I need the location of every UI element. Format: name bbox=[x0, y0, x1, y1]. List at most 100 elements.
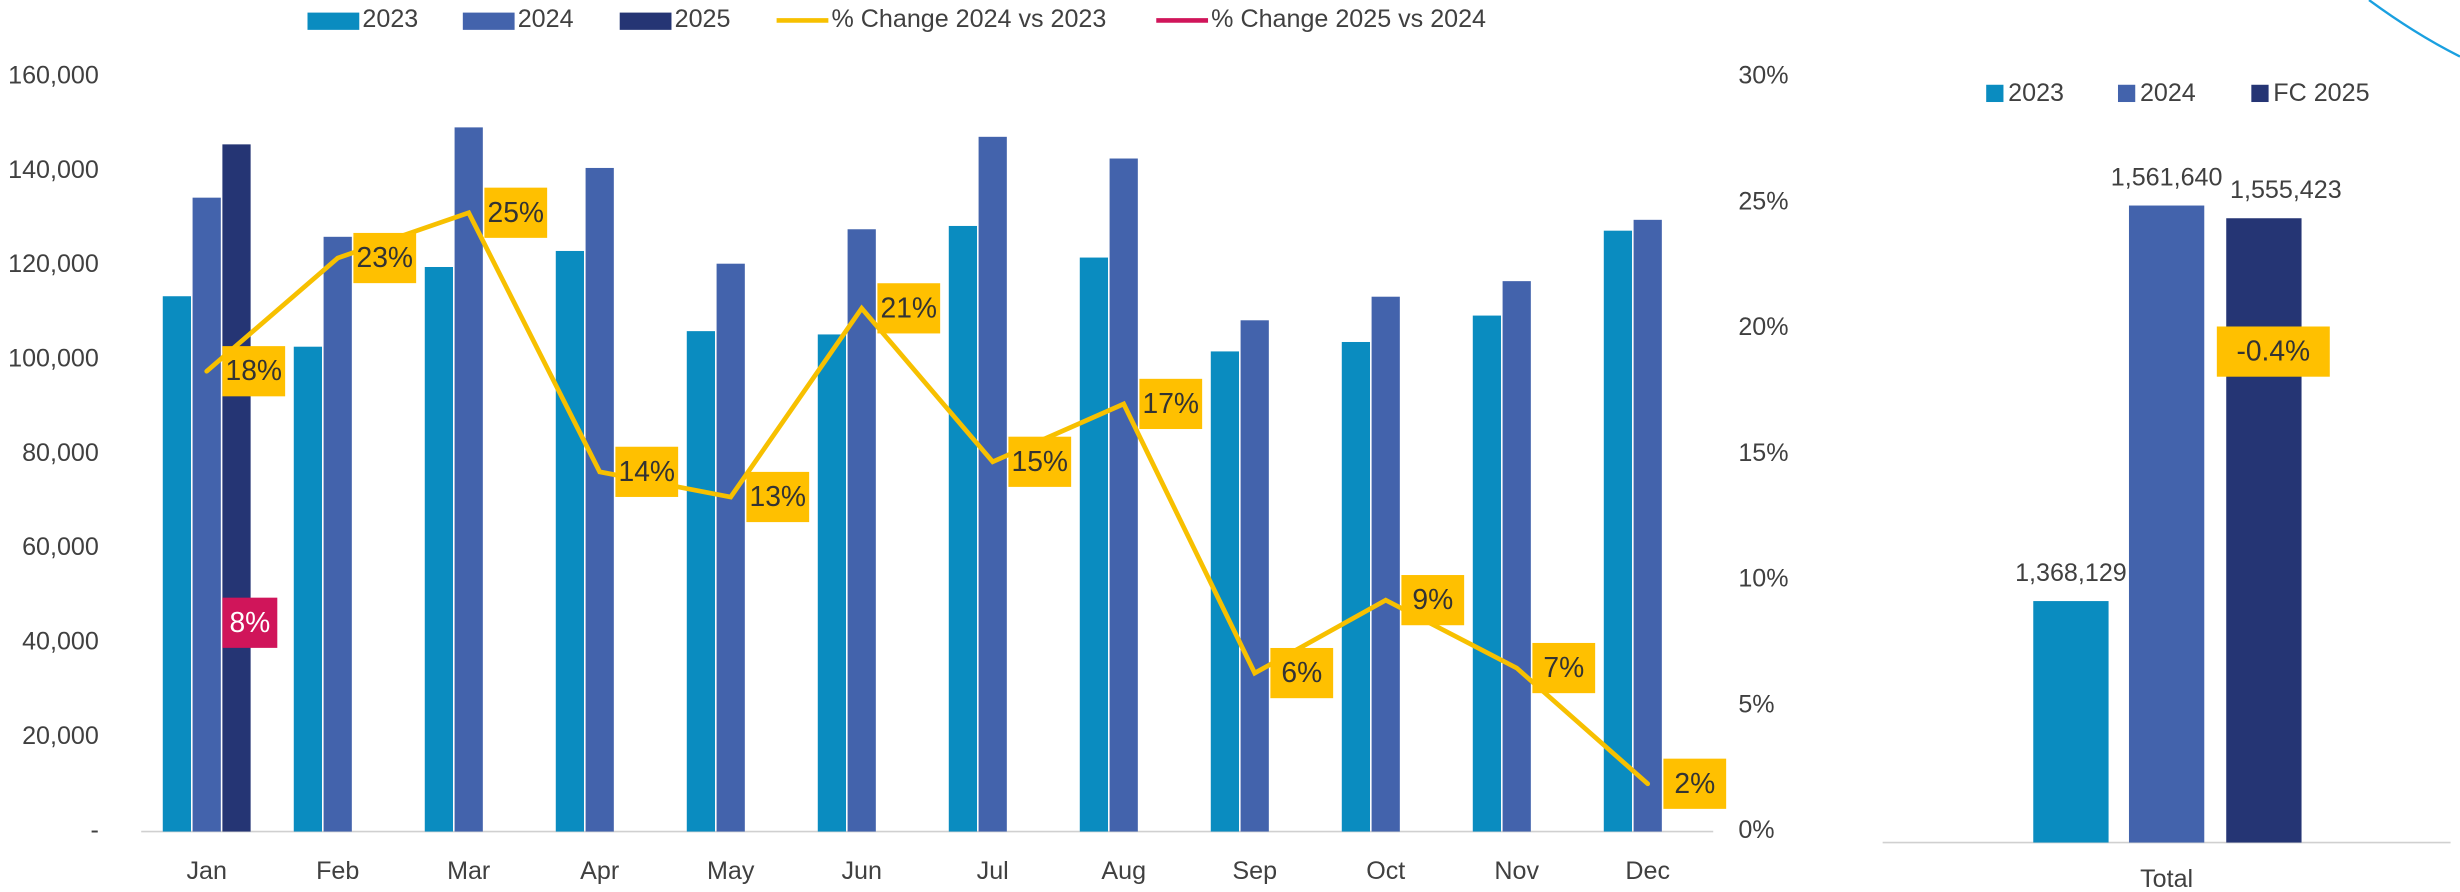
bar bbox=[162, 296, 192, 832]
y2-tick-label: 20% bbox=[1738, 313, 1788, 341]
bar bbox=[424, 266, 454, 832]
label-box bbox=[222, 346, 286, 397]
data-label: 7% bbox=[1532, 642, 1596, 694]
x-tick-label: Total bbox=[2140, 865, 2193, 892]
y-tick-label: 40,000 bbox=[22, 628, 99, 656]
data-label: 1,561,640 bbox=[2111, 163, 2223, 191]
y2-tick-label: 15% bbox=[1738, 439, 1788, 467]
x-tick-label: Feb bbox=[316, 857, 359, 885]
bar bbox=[222, 144, 251, 832]
y2-tick-label: 0% bbox=[1738, 816, 1774, 844]
label-box bbox=[353, 232, 417, 284]
data-label-text: 13% bbox=[750, 480, 806, 512]
bar bbox=[1240, 320, 1269, 832]
legend-swatch bbox=[1986, 84, 2004, 103]
label-box bbox=[877, 283, 941, 334]
label-box bbox=[746, 471, 810, 523]
bar bbox=[2033, 601, 2109, 843]
legend-label: FC 2025 bbox=[2273, 79, 2369, 107]
x-tick-label: Dec bbox=[1625, 857, 1670, 885]
bar bbox=[192, 197, 221, 832]
data-label: 8% bbox=[222, 597, 278, 648]
bar bbox=[1502, 281, 1531, 832]
label-box bbox=[484, 187, 548, 238]
y-tick-label: 120,000 bbox=[8, 250, 99, 278]
legend-label: 2023 bbox=[2008, 79, 2064, 107]
bar bbox=[1472, 315, 1502, 832]
data-label: 6% bbox=[1270, 647, 1334, 699]
data-label-text: 25% bbox=[488, 196, 544, 228]
y-tick-label: 140,000 bbox=[8, 156, 99, 184]
bar bbox=[948, 225, 978, 832]
data-label-text: 9% bbox=[1412, 583, 1453, 615]
data-label-text: 2% bbox=[1674, 767, 1715, 799]
legend-label: 2025 bbox=[675, 5, 731, 33]
bar bbox=[2226, 218, 2302, 843]
data-label: 17% bbox=[1139, 378, 1203, 430]
data-label-text: 21% bbox=[881, 291, 937, 323]
y2-tick-label: 5% bbox=[1738, 690, 1774, 718]
bar bbox=[686, 331, 716, 832]
legend-label: 2024 bbox=[518, 5, 574, 33]
x-tick-label: Jun bbox=[841, 857, 881, 885]
annotation-text: -0.4% bbox=[2236, 335, 2310, 367]
bar bbox=[847, 229, 876, 832]
legend-swatch bbox=[307, 12, 360, 30]
data-label: 9% bbox=[1401, 575, 1465, 626]
label-box bbox=[222, 597, 278, 648]
legend-label: 2024 bbox=[2140, 79, 2196, 107]
x-tick-label: May bbox=[707, 857, 755, 885]
x-tick-label: Jan bbox=[186, 857, 226, 885]
data-label: 18% bbox=[222, 346, 286, 397]
y2-tick-label: 25% bbox=[1738, 187, 1788, 215]
legend-label: % Change 2025 vs 2024 bbox=[1211, 5, 1486, 33]
y2-tick-label: 30% bbox=[1738, 62, 1788, 90]
annotation-box bbox=[2216, 326, 2330, 377]
x-tick-label: Sep bbox=[1232, 857, 1277, 885]
x-tick-label: Apr bbox=[580, 857, 619, 885]
bar bbox=[585, 167, 614, 832]
bar bbox=[1633, 219, 1662, 832]
data-label: 25% bbox=[484, 187, 548, 238]
label-box bbox=[1532, 642, 1596, 694]
label-box bbox=[1139, 378, 1203, 430]
bar bbox=[323, 236, 352, 832]
data-label-text: 7% bbox=[1543, 651, 1584, 683]
x-tick-label: Jul bbox=[977, 857, 1009, 885]
data-label: 13% bbox=[746, 471, 810, 523]
data-label-text: 23% bbox=[357, 241, 413, 273]
legend-swatch bbox=[619, 12, 672, 30]
bar bbox=[716, 263, 745, 832]
data-label-text: 15% bbox=[1012, 445, 1068, 477]
bar bbox=[454, 127, 483, 832]
legend-label: % Change 2024 vs 2023 bbox=[832, 5, 1107, 33]
y-tick-label: - bbox=[90, 816, 98, 844]
legend-swatch bbox=[2117, 84, 2136, 103]
label-box bbox=[1401, 575, 1465, 626]
data-label: 1,555,423 bbox=[2230, 176, 2342, 204]
label-box bbox=[1270, 647, 1334, 699]
y2-tick-label: 10% bbox=[1738, 565, 1788, 593]
legend-label: 2023 bbox=[362, 5, 418, 33]
legend-swatch bbox=[462, 12, 515, 30]
bar bbox=[978, 136, 1007, 832]
bar bbox=[293, 346, 323, 832]
y-tick-label: 100,000 bbox=[8, 345, 99, 373]
x-tick-label: Aug bbox=[1101, 857, 1146, 885]
label-box bbox=[1663, 758, 1727, 809]
x-tick-label: Nov bbox=[1494, 857, 1539, 885]
annotation: -0.4% bbox=[2216, 326, 2330, 377]
y-tick-label: 80,000 bbox=[22, 439, 99, 467]
label-box bbox=[615, 446, 679, 497]
data-label-text: 8% bbox=[229, 606, 270, 638]
data-label: 23% bbox=[353, 232, 417, 284]
x-tick-label: Oct bbox=[1366, 857, 1405, 885]
bar bbox=[1079, 257, 1109, 832]
data-label: 1,368,129 bbox=[2015, 559, 2127, 587]
bar bbox=[1371, 296, 1400, 832]
y-tick-label: 20,000 bbox=[22, 722, 99, 750]
data-label-text: 14% bbox=[619, 455, 675, 487]
data-label-text: 17% bbox=[1143, 387, 1199, 419]
